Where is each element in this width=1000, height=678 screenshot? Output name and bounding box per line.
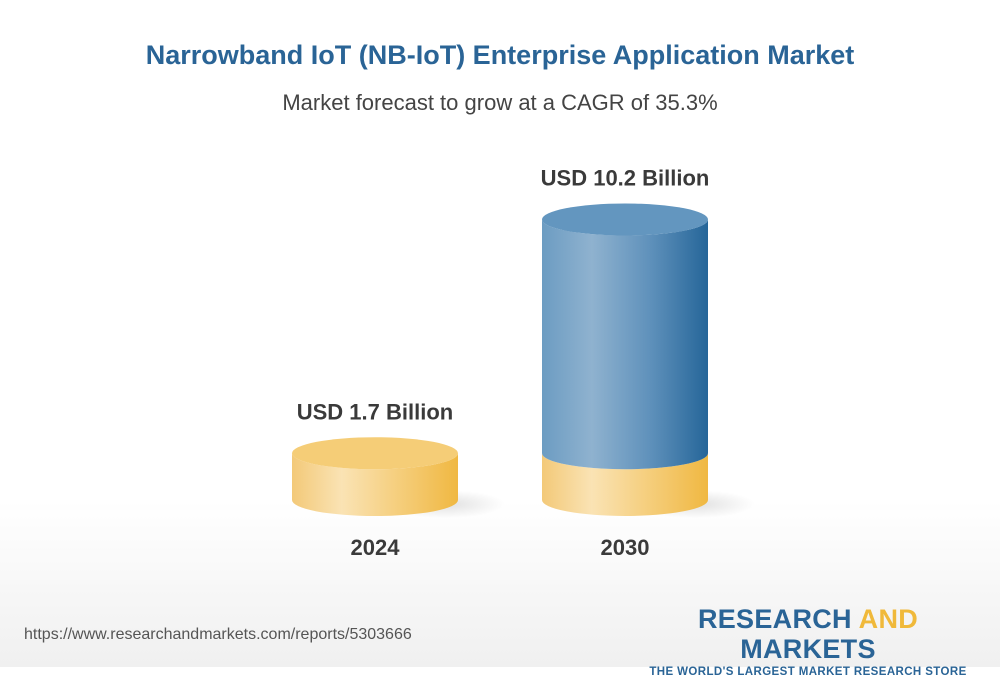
report-url[interactable]: https://www.researchandmarkets.com/repor… xyxy=(24,626,412,643)
chart-subtitle: Market forecast to grow at a CAGR of 35.… xyxy=(282,90,718,115)
bar-top-cap xyxy=(292,437,458,470)
bar-growth-segment xyxy=(542,219,708,470)
chart-title: Narrowband IoT (NB-IoT) Enterprise Appli… xyxy=(145,40,855,70)
category-label: 2024 xyxy=(351,535,401,560)
cylinder-chart: USD 1.7 Billion 2024 USD 10.2 Billion 2030 xyxy=(292,166,755,560)
logo-word: RESEARCH xyxy=(697,604,859,634)
logo-word: MARKETS xyxy=(740,634,876,664)
data-label: USD 1.7 Billion xyxy=(297,399,453,424)
bar-base-segment xyxy=(292,453,458,516)
bar-top-cap xyxy=(542,203,708,236)
bar-base-segment xyxy=(542,453,708,516)
logo-word: AND xyxy=(858,604,919,634)
data-label: USD 10.2 Billion xyxy=(541,166,710,191)
category-label: 2030 xyxy=(601,535,650,560)
logo-tagline: THE WORLD'S LARGEST MARKET RESEARCH STOR… xyxy=(649,666,967,678)
